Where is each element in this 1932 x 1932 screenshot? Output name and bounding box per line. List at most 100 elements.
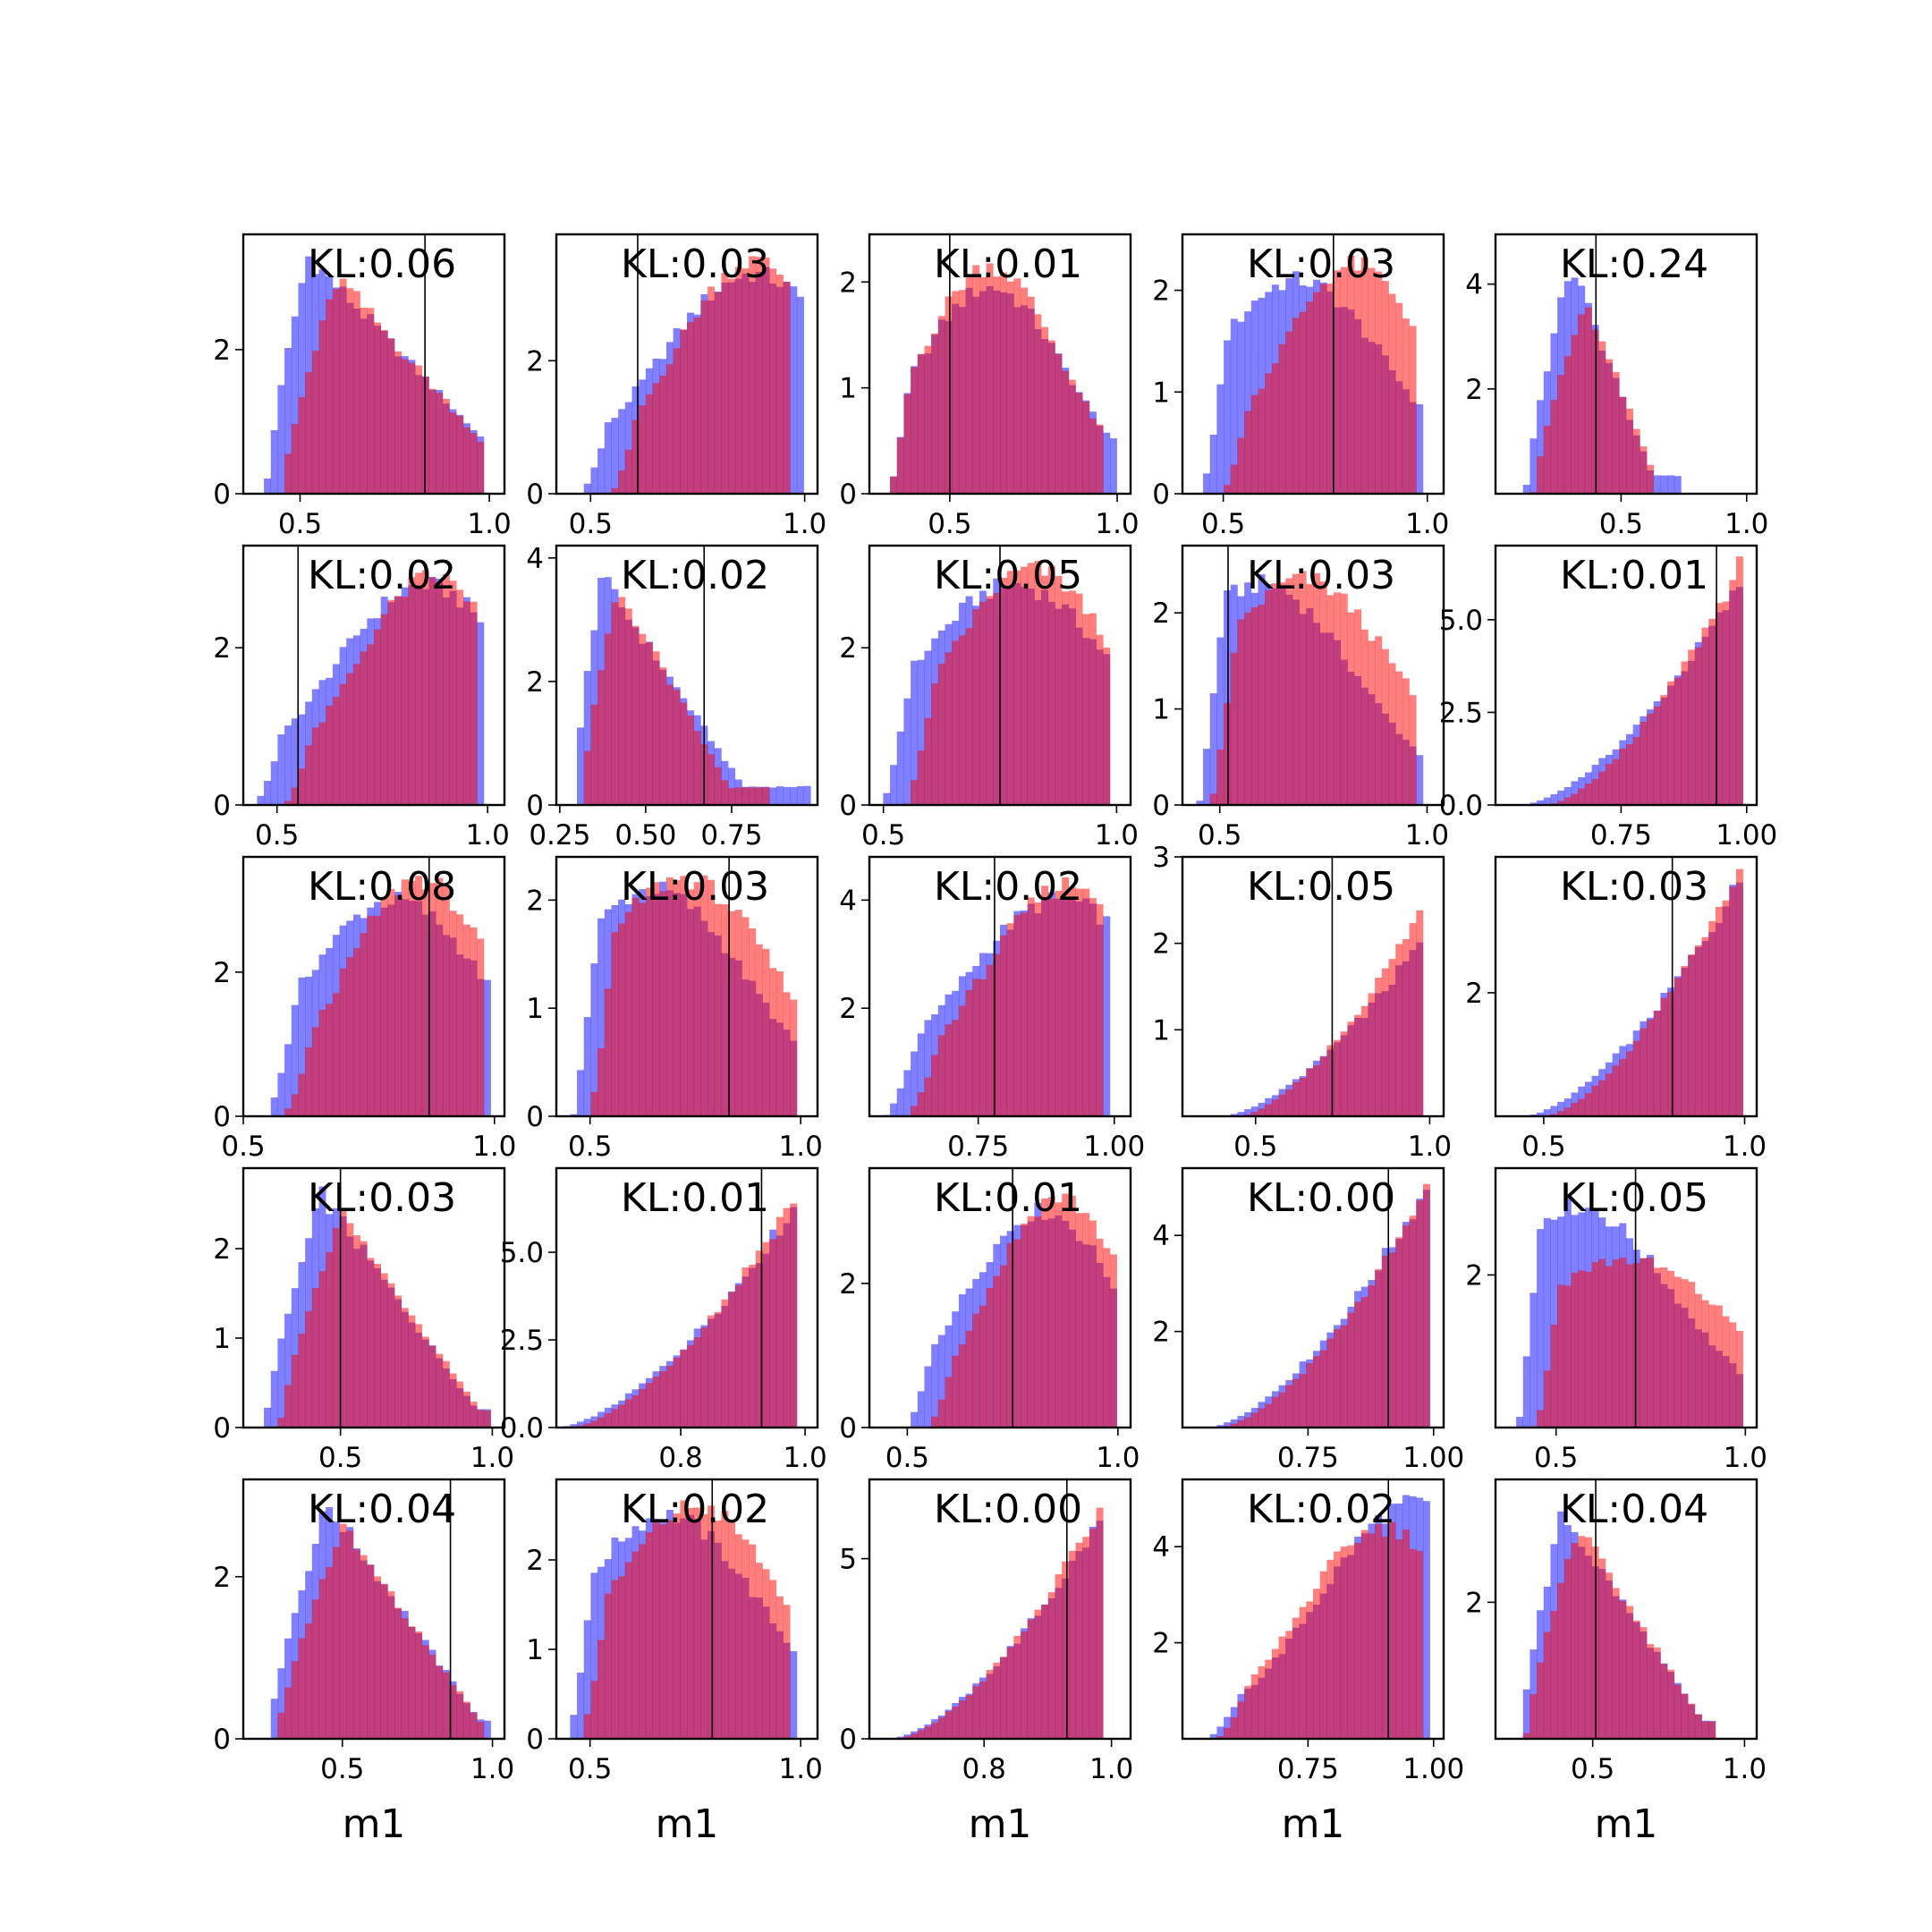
- histogram-bar: [1299, 311, 1307, 494]
- series-red: [1537, 1258, 1743, 1428]
- histogram-bar: [1598, 1558, 1606, 1739]
- histogram-bar: [415, 572, 423, 805]
- histogram-bar: [415, 1631, 423, 1739]
- histogram-bar: [421, 889, 429, 1116]
- histogram-bar: [1075, 393, 1083, 494]
- histogram-bar: [1006, 1647, 1014, 1739]
- x-tick-label: 0.5: [861, 819, 905, 852]
- histogram-bar: [1244, 1417, 1252, 1428]
- histogram-bar: [1096, 903, 1104, 1116]
- histogram-bar: [972, 1313, 980, 1428]
- histogram-bar: [597, 918, 606, 1116]
- histogram-bar: [639, 405, 647, 494]
- histogram-bar: [1605, 1572, 1613, 1739]
- histogram-bar: [700, 300, 708, 494]
- histogram-bar: [449, 580, 457, 805]
- histogram-bar: [1041, 886, 1049, 1116]
- histogram-bar: [1285, 1385, 1293, 1428]
- histogram-bar: [380, 1273, 388, 1428]
- histogram-bar: [1660, 475, 1668, 494]
- x-tick-label: 1.0: [1405, 508, 1449, 540]
- histogram-bar: [360, 307, 368, 494]
- histogram-bar: [1285, 331, 1293, 494]
- histogram-bar: [1660, 1267, 1668, 1428]
- histogram-bar: [1237, 321, 1245, 494]
- histogram-bar: [318, 1271, 326, 1428]
- subplot-1-0: 0.5 1.0 0 2 KL:0.02: [213, 544, 510, 852]
- histogram-bar: [1557, 1101, 1565, 1116]
- histogram-bar: [624, 449, 632, 494]
- histogram-bar: [1278, 343, 1286, 494]
- histogram-bar: [1409, 326, 1417, 494]
- kl-annotation: KL:0.04: [308, 1487, 456, 1532]
- histogram-bar: [790, 999, 798, 1116]
- histogram-bar: [394, 894, 402, 1116]
- histogram-bar: [652, 882, 660, 1116]
- histogram-bar: [1340, 593, 1348, 805]
- histogram-bar: [1571, 1542, 1579, 1739]
- x-tick-label: 0.75: [1277, 1442, 1339, 1474]
- histogram-bar: [1000, 1657, 1007, 1739]
- histogram-bar: [1319, 284, 1327, 494]
- y-tick-label: 0: [839, 1412, 857, 1445]
- axes-frame: [1494, 233, 1758, 496]
- histogram-bar: [1103, 1248, 1111, 1428]
- subplot-0-0: 0.5 1.0 0 2 KL:0.06: [213, 233, 512, 540]
- histogram-bar: [1089, 613, 1097, 805]
- histogram-bar: [1381, 968, 1389, 1116]
- kl-annotation: KL:0.01: [934, 242, 1082, 287]
- histogram-bar: [1598, 1080, 1606, 1116]
- histogram-bar: [1354, 1301, 1362, 1428]
- histogram-bar: [1000, 272, 1007, 494]
- histogram-bar: [346, 288, 354, 494]
- histogram-bar: [305, 1623, 313, 1739]
- histogram-bar: [755, 257, 763, 494]
- histogram-bar: [945, 652, 953, 805]
- histogram-bar: [790, 787, 798, 805]
- histogram-bar: [1278, 1392, 1286, 1428]
- kl-annotation: KL:0.04: [1560, 1487, 1708, 1532]
- y-tick-label: 0: [1152, 479, 1170, 511]
- histogram-bar: [326, 1252, 334, 1428]
- histogram-bar: [583, 1714, 591, 1739]
- histogram-bar: [624, 608, 632, 805]
- x-tick-label: 0.5: [1198, 819, 1241, 852]
- histogram-bar: [1368, 267, 1376, 494]
- kl-annotation: KL:0.05: [934, 553, 1082, 598]
- histogram-bar: [611, 418, 619, 494]
- histogram-bar: [1550, 794, 1558, 805]
- histogram-bar: [1326, 595, 1335, 805]
- histogram-bar: [749, 928, 757, 1116]
- histogram-bar: [1096, 634, 1104, 805]
- histogram-bar: [339, 278, 347, 494]
- histogram-bar: [958, 1700, 966, 1739]
- histogram-bar: [945, 1711, 953, 1739]
- histogram-bar: [993, 276, 1001, 494]
- histogram-bar: [326, 299, 334, 494]
- histogram-bar: [1230, 1114, 1238, 1116]
- histogram-bar: [783, 992, 791, 1116]
- histogram-bar: [421, 570, 429, 805]
- histogram-bar: [624, 911, 632, 1116]
- histogram-bar: [673, 690, 681, 805]
- histogram-bar: [284, 1313, 292, 1428]
- y-tick-label: 2: [526, 666, 544, 699]
- histogram-bar: [721, 273, 729, 494]
- kl-annotation: KL:0.01: [1560, 553, 1708, 598]
- histogram-bar: [965, 1695, 973, 1739]
- histogram-bar: [1299, 1606, 1307, 1739]
- histogram-bar: [1334, 270, 1342, 494]
- histogram-bar: [1543, 1370, 1551, 1428]
- histogram-bar: [611, 1409, 619, 1428]
- histogram-bar: [394, 1607, 402, 1739]
- histogram-bar: [1563, 356, 1572, 494]
- histogram-bar: [1319, 1571, 1327, 1739]
- histogram-bar: [604, 988, 612, 1116]
- histogram-bar: [958, 1005, 966, 1116]
- x-tick-label: 1.00: [1716, 819, 1777, 852]
- histogram-bar: [583, 1620, 591, 1739]
- histogram-bar: [1550, 1114, 1558, 1116]
- histogram-bar: [1375, 1268, 1383, 1428]
- y-tick-label: 1: [1152, 1014, 1170, 1046]
- kl-annotation: KL:0.02: [621, 1487, 769, 1532]
